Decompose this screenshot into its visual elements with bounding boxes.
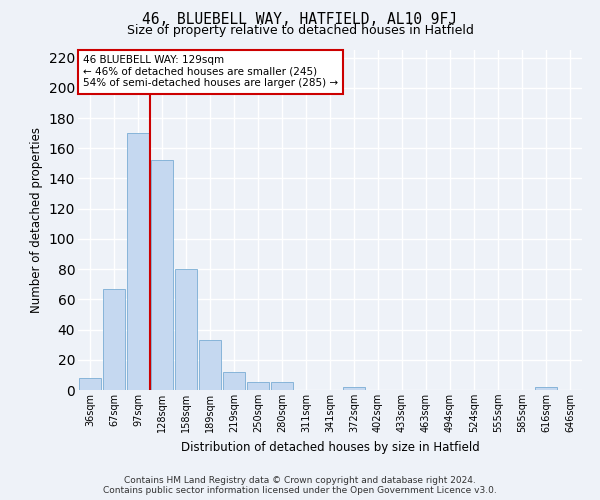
Bar [103, 289, 125, 390]
Bar [247, 382, 269, 390]
Text: 46, BLUEBELL WAY, HATFIELD, AL10 9FJ: 46, BLUEBELL WAY, HATFIELD, AL10 9FJ [143, 12, 458, 28]
Text: Size of property relative to detached houses in Hatfield: Size of property relative to detached ho… [127, 24, 473, 37]
Bar [199, 340, 221, 390]
Text: 46 BLUEBELL WAY: 129sqm
← 46% of detached houses are smaller (245)
54% of semi-d: 46 BLUEBELL WAY: 129sqm ← 46% of detache… [83, 55, 338, 88]
Bar [271, 382, 293, 390]
Bar [127, 133, 149, 390]
Text: Contains HM Land Registry data © Crown copyright and database right 2024.
Contai: Contains HM Land Registry data © Crown c… [103, 476, 497, 495]
X-axis label: Distribution of detached houses by size in Hatfield: Distribution of detached houses by size … [181, 440, 479, 454]
Bar [79, 378, 101, 390]
Bar [175, 269, 197, 390]
Bar [535, 387, 557, 390]
Bar [343, 387, 365, 390]
Y-axis label: Number of detached properties: Number of detached properties [30, 127, 43, 313]
Bar [223, 372, 245, 390]
Bar [151, 160, 173, 390]
